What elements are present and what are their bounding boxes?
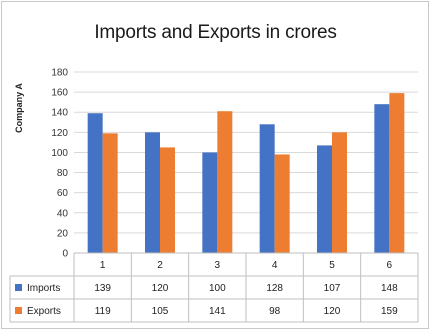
data-table-value: 100 xyxy=(209,283,226,294)
bar-exports-5 xyxy=(332,132,347,253)
y-tick-label: 0 xyxy=(62,249,68,260)
y-tick-label: 100 xyxy=(51,148,68,159)
legend-key-exports xyxy=(15,307,22,314)
bar-exports-2 xyxy=(160,147,175,253)
y-tick-label: 120 xyxy=(51,128,68,139)
data-table-value: 159 xyxy=(381,306,398,317)
bar-imports-1 xyxy=(87,113,103,253)
bar-exports-3 xyxy=(217,111,233,253)
data-table-value: 128 xyxy=(266,283,283,294)
y-tick-label: 160 xyxy=(51,88,68,99)
y-tick-label: 180 xyxy=(51,68,68,79)
data-table-value: 107 xyxy=(324,283,341,294)
x-tick-label: 6 xyxy=(387,260,393,271)
x-tick-label: 3 xyxy=(215,260,221,271)
bar-exports-1 xyxy=(102,133,118,253)
y-tick-label: 40 xyxy=(57,208,69,219)
data-table-value: 120 xyxy=(324,306,341,317)
legend-label-exports: Exports xyxy=(27,306,61,317)
data-table-value: 98 xyxy=(269,306,281,317)
bar-imports-3 xyxy=(202,152,218,253)
data-table-value: 119 xyxy=(95,306,111,317)
bar-imports-5 xyxy=(317,145,332,253)
bar-imports-4 xyxy=(259,124,275,254)
bar-exports-4 xyxy=(274,154,290,253)
x-tick-label: 1 xyxy=(100,260,106,271)
data-table-value: 141 xyxy=(209,306,226,317)
y-tick-label: 20 xyxy=(57,228,69,239)
x-tick-label: 5 xyxy=(329,260,335,271)
bar-imports-6 xyxy=(374,104,390,253)
data-table-value: 105 xyxy=(152,306,169,317)
x-tick-label: 2 xyxy=(157,260,163,271)
data-table-value: 139 xyxy=(94,283,111,294)
y-tick-label: 60 xyxy=(57,188,69,199)
x-tick-label: 4 xyxy=(272,260,278,271)
y-tick-label: 80 xyxy=(57,168,69,179)
legend-key-imports xyxy=(15,284,22,291)
data-table-value: 120 xyxy=(152,283,169,294)
bar-imports-2 xyxy=(145,132,160,253)
legend-label-imports: Imports xyxy=(27,283,60,294)
y-tick-label: 140 xyxy=(51,108,68,119)
chart-title: Imports and Exports in crores xyxy=(94,22,337,43)
bar-exports-6 xyxy=(389,93,405,253)
data-table-value: 148 xyxy=(381,283,398,294)
